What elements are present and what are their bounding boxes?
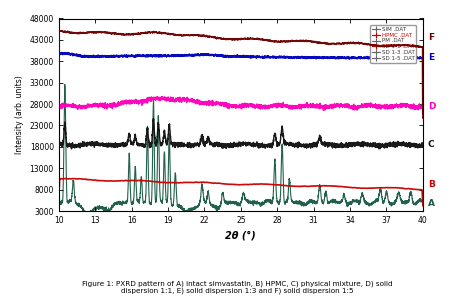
Text: B: B <box>428 180 435 189</box>
Y-axis label: Intensity (arb. units): Intensity (arb. units) <box>15 75 24 154</box>
X-axis label: 2θ (°): 2θ (°) <box>226 230 256 240</box>
Text: F: F <box>428 33 434 42</box>
Text: A: A <box>428 199 435 208</box>
Text: D: D <box>428 102 435 111</box>
Text: Figure 1: PXRD pattern of A) intact simvastatin, B) HPMC, C) physical mixture, D: Figure 1: PXRD pattern of A) intact simv… <box>82 280 392 294</box>
Text: C: C <box>428 140 434 149</box>
Legend: SIM .DAT, HPMC .DAT, PM .DAT, SD 1-1 .DAT, SD 1-3 .DAT, SD 1-5 .DAT: SIM .DAT, HPMC .DAT, PM .DAT, SD 1-1 .DA… <box>370 25 417 63</box>
Text: E: E <box>428 53 434 62</box>
